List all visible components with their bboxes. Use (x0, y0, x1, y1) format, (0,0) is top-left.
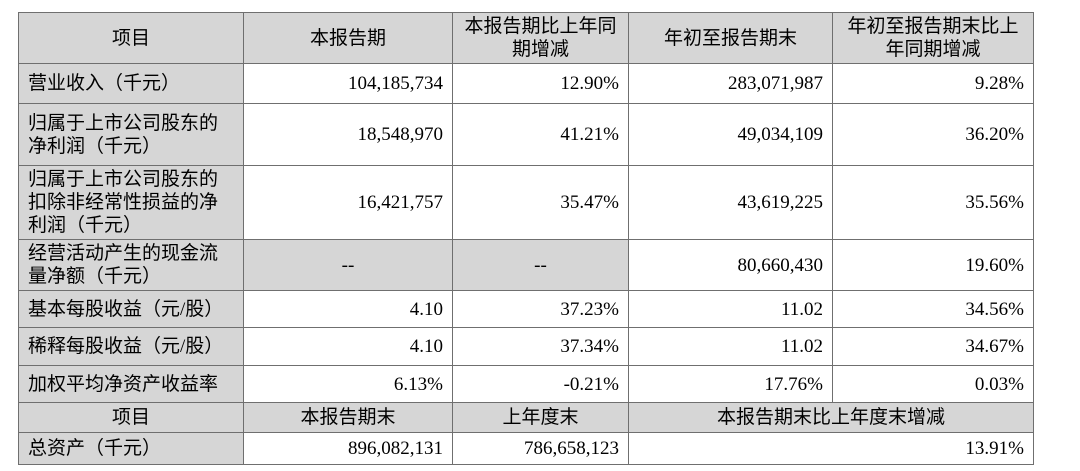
header2-item: 项目 (18, 402, 244, 433)
header-ytd-yoy: 年初至报告期末比上年同期增减 (832, 12, 1034, 64)
table-row: 营业收入（千元） 104,185,734 12.90% 283,071,987 … (18, 63, 1034, 104)
header-current-period: 本报告期 (243, 12, 453, 64)
value-cell: 11.02 (628, 327, 833, 366)
value-cell: 4.10 (243, 290, 453, 328)
value-cell: 16,421,757 (243, 165, 453, 240)
table-row: 归属于上市公司股东的净利润（千元） 18,548,970 41.21% 49,0… (18, 103, 1034, 166)
item-cell: 加权平均净资产收益率 (18, 365, 244, 403)
value-cell: 35.47% (452, 165, 629, 240)
header2-end-of-period: 本报告期末 (243, 402, 453, 433)
value-cell: 12.90% (452, 63, 629, 104)
value-cell: 37.23% (452, 290, 629, 328)
value-cell: 4.10 (243, 327, 453, 366)
table-row: 基本每股收益（元/股） 4.10 37.23% 11.02 34.56% (18, 290, 1034, 328)
header-item: 项目 (18, 12, 244, 64)
table-row: 加权平均净资产收益率 6.13% -0.21% 17.76% 0.03% (18, 365, 1034, 403)
table-row: 归属于上市公司股东的扣除非经常性损益的净利润（千元） 16,421,757 35… (18, 165, 1034, 240)
table-header-row-1: 项目 本报告期 本报告期比上年同期增减 年初至报告期末 年初至报告期末比上年同期… (18, 12, 1034, 64)
item-cell: 基本每股收益（元/股） (18, 290, 244, 328)
value-cell: 13.91% (628, 432, 1034, 465)
item-cell: 营业收入（千元） (18, 63, 244, 104)
value-cell: 36.20% (832, 103, 1034, 166)
value-cell: 9.28% (832, 63, 1034, 104)
value-cell: 37.34% (452, 327, 629, 366)
table-row-total-assets: 总资产（千元） 896,082,131 786,658,123 13.91% (18, 432, 1034, 465)
item-cell: 总资产（千元） (18, 432, 244, 465)
header2-end-of-last-year: 上年度末 (452, 402, 629, 433)
value-cell: 11.02 (628, 290, 833, 328)
value-cell: 43,619,225 (628, 165, 833, 240)
value-cell: 896,082,131 (243, 432, 453, 465)
value-cell: -- (452, 239, 629, 291)
header2-change: 本报告期末比上年度末增减 (628, 402, 1034, 433)
value-cell: 283,071,987 (628, 63, 833, 104)
table-row: 经营活动产生的现金流量净额（千元） -- -- 80,660,430 19.60… (18, 239, 1034, 291)
value-cell: 17.76% (628, 365, 833, 403)
value-cell: 49,034,109 (628, 103, 833, 166)
value-cell: 35.56% (832, 165, 1034, 240)
item-cell: 经营活动产生的现金流量净额（千元） (18, 239, 244, 291)
value-cell: 34.56% (832, 290, 1034, 328)
value-cell: -0.21% (452, 365, 629, 403)
value-cell: -- (243, 239, 453, 291)
item-cell: 归属于上市公司股东的扣除非经常性损益的净利润（千元） (18, 165, 244, 240)
value-cell: 104,185,734 (243, 63, 453, 104)
header-ytd: 年初至报告期末 (628, 12, 833, 64)
item-cell: 归属于上市公司股东的净利润（千元） (18, 103, 244, 166)
value-cell: 41.21% (452, 103, 629, 166)
table-row: 稀释每股收益（元/股） 4.10 37.34% 11.02 34.67% (18, 327, 1034, 366)
header-current-period-yoy: 本报告期比上年同期增减 (452, 12, 629, 64)
value-cell: 19.60% (832, 239, 1034, 291)
table-header-row-2: 项目 本报告期末 上年度末 本报告期末比上年度末增减 (18, 402, 1034, 433)
value-cell: 0.03% (832, 365, 1034, 403)
item-cell: 稀释每股收益（元/股） (18, 327, 244, 366)
value-cell: 80,660,430 (628, 239, 833, 291)
value-cell: 6.13% (243, 365, 453, 403)
value-cell: 786,658,123 (452, 432, 629, 465)
financial-summary-table: 项目 本报告期 本报告期比上年同期增减 年初至报告期末 年初至报告期末比上年同期… (18, 12, 1034, 465)
value-cell: 34.67% (832, 327, 1034, 366)
value-cell: 18,548,970 (243, 103, 453, 166)
